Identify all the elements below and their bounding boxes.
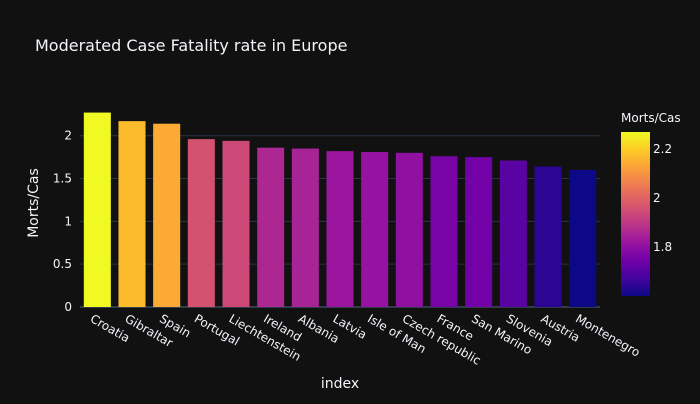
bar[interactable] xyxy=(569,169,597,307)
colorbar: Morts/Cas 1.8 2 2.2 xyxy=(621,111,681,296)
x-axis-title: index xyxy=(321,376,359,392)
y-tick-label: 0 xyxy=(64,300,72,314)
x-tick-label: Montenegro xyxy=(573,311,642,359)
bar[interactable] xyxy=(395,152,423,307)
colorbar-tick-label: 1.8 xyxy=(653,240,672,254)
chart-title: Moderated Case Fatality rate in Europe xyxy=(35,36,347,55)
y-tick-labels: 0 0.5 1 1.5 2 xyxy=(53,129,72,314)
bar[interactable] xyxy=(534,166,562,307)
bar[interactable] xyxy=(153,123,181,307)
bar[interactable] xyxy=(361,151,389,307)
bar[interactable] xyxy=(326,151,354,307)
bar[interactable] xyxy=(499,160,527,307)
bar[interactable] xyxy=(465,157,493,307)
y-tick-label: 1.5 xyxy=(53,172,72,186)
colorbar-title: Morts/Cas xyxy=(621,111,681,125)
y-tick-label: 1 xyxy=(64,214,72,228)
bar[interactable] xyxy=(187,139,215,307)
y-tick-label: 0.5 xyxy=(53,257,72,271)
colorbar-tick-label: 2 xyxy=(653,191,661,205)
bar[interactable] xyxy=(291,148,319,307)
bar[interactable] xyxy=(83,112,111,307)
y-tick-label: 2 xyxy=(64,129,72,143)
colorbar-tick-labels: 1.8 2 2.2 xyxy=(653,142,672,254)
x-tick-labels: CroatiaGibraltarSpainPortugalLiechtenste… xyxy=(88,311,643,367)
bars xyxy=(83,112,597,307)
colorbar-gradient xyxy=(621,132,650,296)
bar[interactable] xyxy=(118,121,146,307)
bar[interactable] xyxy=(257,147,285,307)
y-axis-title: Morts/Cas xyxy=(26,168,42,238)
bar[interactable] xyxy=(222,140,250,307)
colorbar-tick-label: 2.2 xyxy=(653,142,672,156)
bar[interactable] xyxy=(430,156,458,307)
